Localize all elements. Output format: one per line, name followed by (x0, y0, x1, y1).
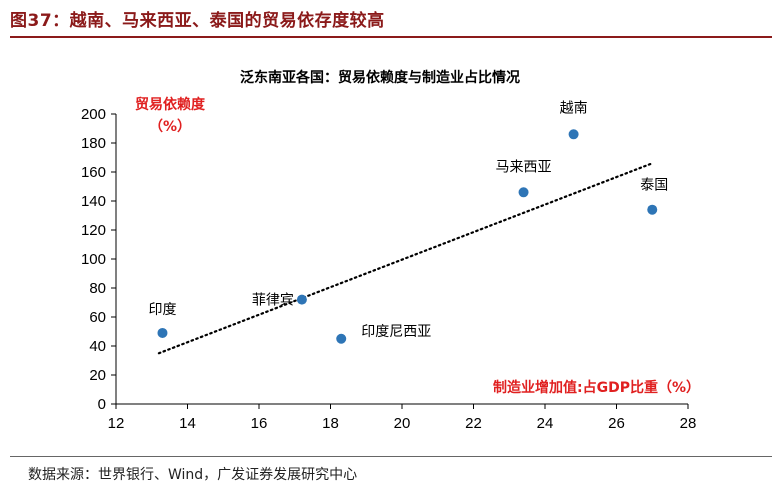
x-tick-label: 18 (322, 415, 339, 432)
data-point (647, 204, 658, 215)
y-axis-label-line1: 贸易依赖度 (135, 96, 206, 113)
x-tick-label: 28 (680, 415, 697, 432)
x-tick-label: 24 (537, 415, 554, 432)
data-point (296, 294, 307, 305)
data-point (518, 187, 529, 198)
y-tick-label: 60 (89, 309, 106, 326)
x-tick-label: 14 (179, 415, 196, 432)
y-tick-label: 80 (89, 280, 106, 297)
title-rule (10, 36, 772, 38)
source-rule (10, 456, 772, 457)
point-label: 印度 (148, 302, 176, 318)
y-tick-label: 140 (81, 193, 106, 210)
y-axis-label-line2: （%） (149, 119, 191, 135)
y-tick-label: 100 (81, 251, 106, 268)
x-tick-label: 26 (608, 415, 625, 432)
data-point (157, 327, 168, 338)
point-label: 印度尼西亚 (361, 324, 431, 340)
y-tick-label: 180 (81, 135, 106, 152)
source-note: 数据来源：世界银行、Wind，广发证券发展研究中心 (28, 467, 358, 483)
figure-title: 图37：越南、马来西亚、泰国的贸易依存度较高 (10, 11, 385, 31)
chart-title: 泛东南亚各国：贸易依赖度与制造业占比情况 (240, 69, 520, 86)
y-tick-label: 120 (81, 222, 106, 239)
data-point (568, 129, 579, 140)
data-point (336, 333, 347, 344)
ticks: 0 20 40 60 80 100 120 140 160 180 200 12 14 16 18 20 22 2… (81, 106, 696, 432)
trendline-group (157, 162, 654, 355)
x-tick-label: 20 (394, 415, 411, 432)
y-tick-label: 160 (81, 164, 106, 181)
x-tick-label: 16 (251, 415, 268, 432)
y-tick-label: 40 (89, 338, 106, 355)
trendline (157, 162, 654, 355)
x-tick-label: 22 (465, 415, 482, 432)
point-label: 泰国 (640, 178, 668, 194)
x-axis-label: 制造业增加值:占GDP比重（%） (493, 379, 700, 396)
x-tick-label: 12 (108, 415, 125, 432)
point-label: 越南 (560, 100, 588, 116)
y-tick-label: 200 (81, 106, 106, 123)
point-label: 马来西亚 (496, 159, 552, 175)
y-tick-label: 20 (89, 367, 106, 384)
y-tick-label: 0 (98, 396, 106, 413)
point-label: 菲律宾 (252, 293, 294, 309)
